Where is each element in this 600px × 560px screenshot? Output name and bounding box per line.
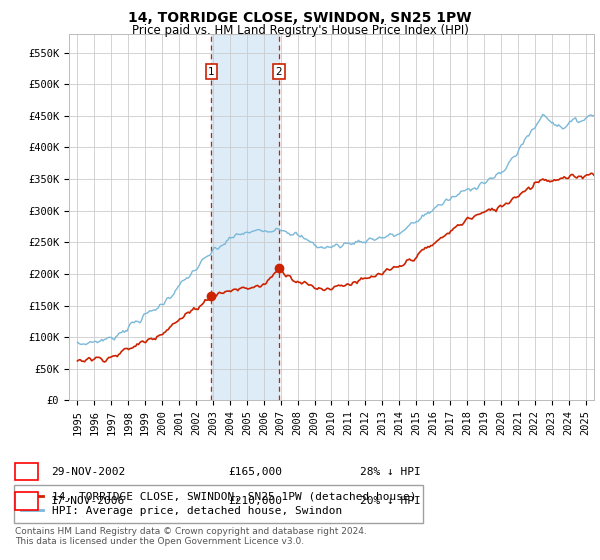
Text: 17-NOV-2006: 17-NOV-2006 [51, 496, 125, 506]
Text: 2: 2 [275, 67, 282, 77]
Text: £165,000: £165,000 [228, 466, 282, 477]
Text: 28% ↓ HPI: 28% ↓ HPI [360, 466, 421, 477]
Text: Contains HM Land Registry data © Crown copyright and database right 2024.
This d: Contains HM Land Registry data © Crown c… [15, 526, 367, 546]
Text: £210,000: £210,000 [228, 496, 282, 506]
Text: 14, TORRIDGE CLOSE, SWINDON, SN25 1PW: 14, TORRIDGE CLOSE, SWINDON, SN25 1PW [128, 11, 472, 25]
Legend: 14, TORRIDGE CLOSE, SWINDON, SN25 1PW (detached house), HPI: Average price, deta: 14, TORRIDGE CLOSE, SWINDON, SN25 1PW (d… [14, 485, 423, 522]
Text: 20% ↓ HPI: 20% ↓ HPI [360, 496, 421, 506]
Text: 1: 1 [208, 67, 215, 77]
Text: Price paid vs. HM Land Registry's House Price Index (HPI): Price paid vs. HM Land Registry's House … [131, 24, 469, 36]
Text: 29-NOV-2002: 29-NOV-2002 [51, 466, 125, 477]
Text: 1: 1 [23, 466, 30, 477]
Bar [211, 34, 278, 400]
Text: 2: 2 [23, 496, 30, 506]
